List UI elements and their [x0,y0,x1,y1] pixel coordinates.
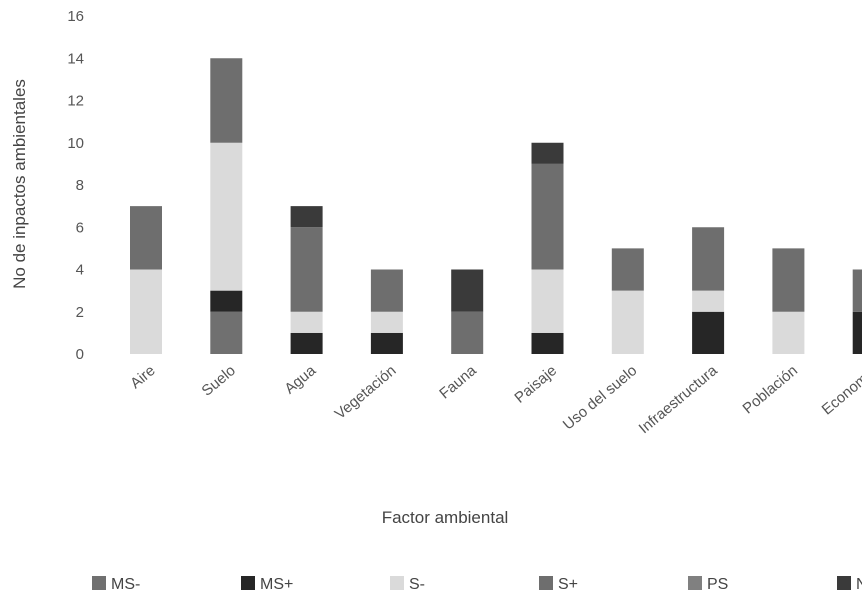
y-tick-label: 0 [76,346,84,363]
x-tick-label: Fauna [436,362,480,403]
legend-label: S+ [558,576,578,593]
bar-segment [451,269,484,312]
x-tick-label: Suelo [199,362,239,400]
legend-label: S- [409,576,425,593]
bar-segment [130,269,162,354]
bar-segment [531,332,564,354]
y-tick-label: 16 [67,8,84,25]
x-tick-label: Población [740,362,801,417]
bar-segment [772,248,805,312]
bar-segment [531,163,564,270]
y-tick-label: 2 [76,304,84,321]
bar-segment [531,142,564,164]
bar-segment [692,227,725,291]
x-tick-label: Agua [281,362,319,398]
bar-segment [772,311,805,354]
bar-segment [692,290,725,312]
y-tick-label: 10 [67,135,84,152]
x-tick-label: Aire [127,362,158,392]
legend-label: MS- [111,576,140,593]
bar-segment [290,332,323,354]
bar-segment [852,269,862,312]
y-tick-label: 12 [67,93,84,110]
legend-swatch [92,576,106,590]
y-tick-label: 6 [76,219,84,236]
legend-swatch [390,576,404,590]
bar-segment [611,248,644,291]
legend-swatch [837,576,851,590]
y-axis-ticks: 0 2 4 6 8 10 12 14 16 [67,8,84,363]
bar-segment [611,290,644,354]
bars-group [130,58,862,354]
bar-segment [451,311,484,354]
legend-swatch [688,576,702,590]
y-tick-label: 4 [76,262,84,279]
bar-segment [370,269,403,312]
bar-segment [692,311,725,354]
bar-segment [290,311,323,333]
bar-segment [210,311,243,354]
x-tick-label: Uso del suelo [560,362,641,433]
legend-swatch [539,576,553,590]
bar-segment [370,332,403,354]
y-tick-label: 14 [67,50,84,67]
bar-segment [531,269,564,333]
x-tick-label: Economía [819,362,862,419]
x-tick-label: Paisaje [511,362,560,407]
bar-segment [210,142,243,291]
x-tick-label: Infraestructura [636,362,722,438]
bar-segment [852,311,862,354]
bar-segment [130,206,162,270]
legend-label: PS [707,576,728,593]
legend-label: MS+ [260,576,293,593]
bar-segment [370,311,403,333]
legend: MS- MS+ S- S+ PS NS [92,576,862,593]
y-axis-title: No de inpactos ambientales [10,79,29,289]
y-tick-label: 8 [76,177,84,194]
legend-swatch [241,576,255,590]
bar-segment [210,58,243,143]
bar-segment [210,290,243,312]
x-axis-tick-labels: Aire Suelo Agua Vegetación Fauna Paisaje Uso d… [127,362,862,438]
legend-label: NS [856,576,862,593]
x-tick-label: Vegetación [332,362,400,423]
x-axis-title: Factor ambiental [382,508,509,527]
bar-segment [290,227,323,312]
bar-segment [290,206,323,228]
